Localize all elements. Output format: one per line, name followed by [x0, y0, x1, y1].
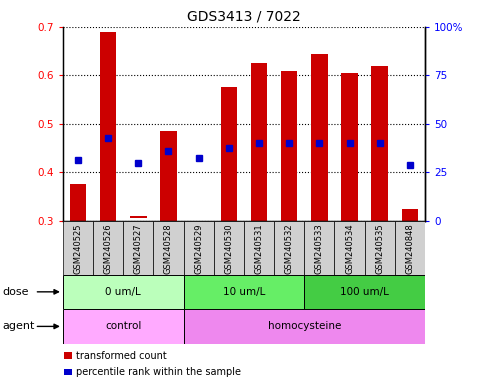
- Bar: [371, 66, 388, 221]
- Text: GSM240535: GSM240535: [375, 223, 384, 274]
- Bar: [402, 209, 418, 221]
- Bar: [281, 71, 298, 221]
- Text: GSM240527: GSM240527: [134, 223, 143, 274]
- Text: GSM240530: GSM240530: [224, 223, 233, 274]
- Text: GSM240848: GSM240848: [405, 223, 414, 274]
- Bar: [244, 221, 274, 275]
- Bar: [70, 184, 86, 221]
- Text: control: control: [105, 321, 142, 331]
- Text: transformed count: transformed count: [76, 351, 167, 361]
- Bar: [160, 131, 177, 221]
- Bar: [184, 221, 213, 275]
- Bar: [365, 221, 395, 275]
- Text: 10 um/L: 10 um/L: [223, 287, 265, 297]
- Bar: [395, 221, 425, 275]
- Text: dose: dose: [2, 287, 29, 297]
- Text: GSM240525: GSM240525: [73, 223, 83, 274]
- Bar: [184, 309, 425, 344]
- Text: GSM240532: GSM240532: [284, 223, 294, 274]
- Bar: [154, 221, 184, 275]
- Bar: [63, 221, 93, 275]
- Bar: [63, 309, 184, 344]
- Text: agent: agent: [2, 321, 35, 331]
- Bar: [63, 275, 184, 309]
- Text: GDS3413 / 7022: GDS3413 / 7022: [187, 10, 301, 23]
- Text: percentile rank within the sample: percentile rank within the sample: [76, 367, 242, 377]
- Text: 100 um/L: 100 um/L: [340, 287, 389, 297]
- Text: GSM240534: GSM240534: [345, 223, 354, 274]
- Text: GSM240526: GSM240526: [103, 223, 113, 274]
- Bar: [130, 216, 146, 218]
- Bar: [64, 369, 72, 376]
- Text: 0 um/L: 0 um/L: [105, 287, 141, 297]
- Text: GSM240531: GSM240531: [255, 223, 264, 274]
- Bar: [304, 221, 334, 275]
- Bar: [221, 88, 237, 221]
- Text: GSM240528: GSM240528: [164, 223, 173, 274]
- Bar: [213, 221, 244, 275]
- Text: GSM240529: GSM240529: [194, 223, 203, 274]
- Bar: [100, 32, 116, 221]
- Text: GSM240533: GSM240533: [315, 223, 324, 274]
- Bar: [311, 53, 327, 221]
- Bar: [93, 221, 123, 275]
- Bar: [251, 63, 267, 221]
- Bar: [334, 221, 365, 275]
- Bar: [64, 352, 72, 359]
- Bar: [184, 275, 304, 309]
- Bar: [304, 275, 425, 309]
- Bar: [274, 221, 304, 275]
- Text: homocysteine: homocysteine: [268, 321, 341, 331]
- Bar: [123, 221, 154, 275]
- Bar: [341, 73, 358, 221]
